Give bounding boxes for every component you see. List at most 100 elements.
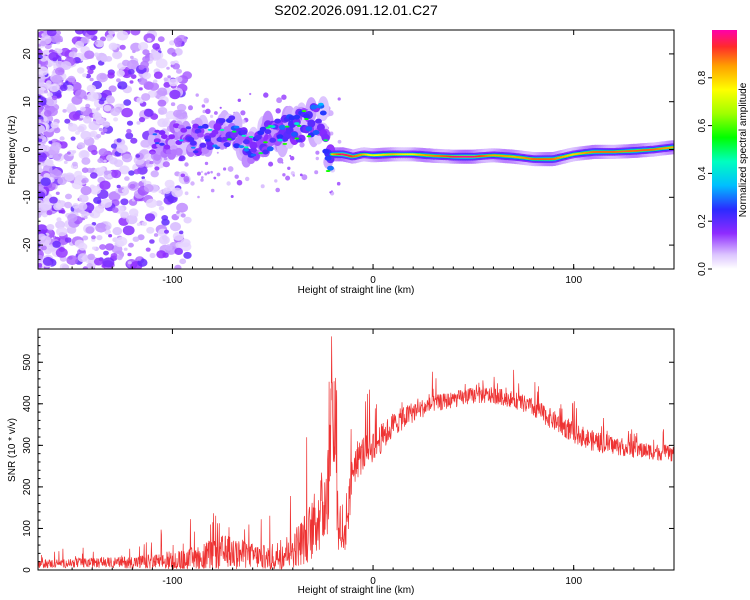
noise-blob: [138, 87, 143, 91]
noise-blob: [81, 157, 91, 165]
noise-blob: [163, 77, 168, 82]
ridge-segment: [170, 149, 178, 155]
noise-blob: [110, 143, 118, 149]
ridge-segment: [274, 118, 281, 124]
ridge-segment: [315, 105, 322, 108]
ridge-segment: [233, 125, 240, 129]
noise-blob: [170, 61, 176, 65]
noise-blob: [91, 149, 98, 156]
noise-blob: [89, 64, 96, 71]
noise-blob: [158, 190, 163, 194]
noise-blob: [150, 170, 159, 178]
snr-background: [38, 329, 674, 570]
noise-blob: [163, 157, 168, 161]
noise-blob: [161, 218, 170, 226]
noise-blob: [183, 216, 192, 224]
noise-blob: [38, 152, 47, 162]
noise-blob: [138, 77, 148, 85]
noise-blob: [95, 40, 105, 48]
noise-blob: [337, 139, 342, 144]
noise-blob: [230, 195, 234, 198]
noise-blob: [152, 79, 158, 84]
noise-blob: [142, 49, 150, 56]
noise-blob: [205, 108, 211, 115]
noise-blob: [63, 160, 68, 164]
colorbar-tick-label: 0.8: [697, 70, 708, 84]
noise-blob: [116, 69, 125, 77]
snr-xlabel: Height of straight line (km): [298, 585, 415, 596]
ridge-segment: [238, 145, 245, 149]
ridge-segment: [211, 129, 219, 135]
noise-blob: [54, 47, 59, 52]
ridge-segment: [214, 146, 221, 150]
noise-blob: [56, 30, 62, 35]
noise-blob: [56, 226, 68, 237]
ridge-segment: [265, 126, 271, 129]
noise-blob: [137, 234, 145, 241]
ridge-segment: [327, 165, 334, 171]
noise-blob: [315, 150, 320, 155]
noise-blob: [108, 30, 116, 35]
noise-blob: [110, 107, 121, 117]
noise-blob: [38, 63, 41, 68]
noise-blob: [104, 229, 111, 235]
noise-blob: [176, 68, 182, 74]
noise-blob: [41, 245, 47, 251]
noise-blob: [100, 131, 105, 135]
noise-blob: [277, 157, 284, 164]
y-tick-label: 0: [22, 567, 33, 573]
noise-blob: [183, 251, 192, 259]
noise-blob: [82, 116, 92, 124]
noise-blob: [121, 107, 133, 118]
noise-blob: [116, 138, 122, 143]
noise-blob: [99, 166, 106, 172]
noise-blob: [67, 75, 76, 83]
noise-blob: [130, 74, 137, 79]
noise-blob: [210, 188, 215, 193]
ridge-segment: [148, 127, 157, 136]
noise-blob: [67, 213, 78, 223]
x-tick-label: -100: [162, 576, 182, 587]
ridge-segment: [197, 132, 204, 138]
noise-blob: [174, 41, 182, 48]
noise-blob: [59, 263, 69, 269]
y-tick-label: 100: [22, 520, 33, 537]
ridge-segment: [294, 122, 300, 126]
noise-blob: [132, 236, 140, 242]
noise-blob: [91, 235, 96, 240]
ridge-segment: [206, 145, 214, 150]
noise-blob: [43, 110, 52, 117]
noise-blob: [136, 222, 141, 227]
noise-blob: [234, 174, 239, 179]
noise-blob: [126, 128, 132, 134]
noise-blob: [179, 258, 187, 265]
noise-blob: [170, 222, 181, 232]
ridge-segment: [243, 148, 250, 152]
noise-blob: [124, 176, 130, 181]
noise-blob: [67, 123, 78, 132]
noise-blob: [145, 247, 151, 252]
noise-blob: [119, 103, 125, 108]
noise-blob: [162, 161, 170, 168]
noise-blob: [337, 97, 341, 101]
ridge-segment: [147, 133, 158, 147]
noise-blob: [112, 207, 119, 213]
ridge-segment: [310, 104, 318, 110]
noise-blob: [82, 73, 88, 78]
noise-blob: [38, 74, 46, 83]
noise-blob: [275, 108, 281, 114]
ridge-segment: [168, 134, 176, 140]
ridge-segment: [258, 152, 264, 155]
noise-blob: [55, 220, 66, 229]
noise-blob: [55, 191, 60, 195]
noise-blob: [72, 150, 77, 154]
colorbar-gradient: [712, 30, 737, 269]
noise-blob: [144, 213, 156, 222]
noise-blob: [112, 227, 123, 236]
noise-blob: [281, 94, 287, 100]
noise-blob: [287, 166, 291, 170]
colorbar-tick-label: 0.6: [697, 118, 708, 132]
noise-blob: [240, 110, 246, 116]
noise-blob: [38, 119, 42, 125]
